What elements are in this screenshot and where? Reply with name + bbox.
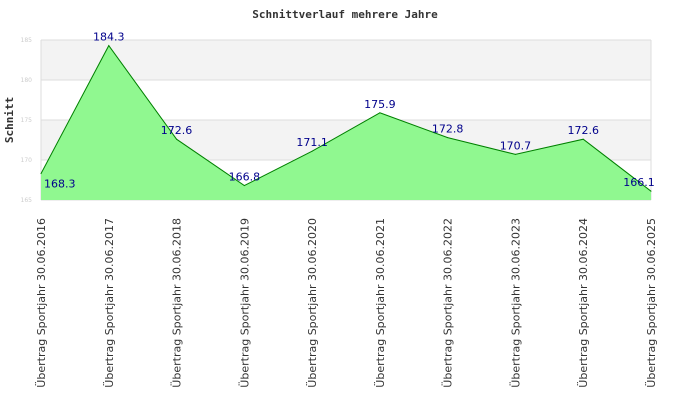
- x-tick-label: Übertrag Sportjahr 30.06.2016: [35, 218, 48, 388]
- area-fill: [41, 45, 651, 200]
- x-tick-label: Übertrag Sportjahr 30.06.2025: [645, 218, 658, 388]
- x-tick-label: Übertrag Sportjahr 30.06.2021: [374, 218, 387, 388]
- data-point: [40, 173, 42, 175]
- y-axis-label: Schnitt: [3, 97, 16, 143]
- x-tick-label: Übertrag Sportjahr 30.06.2022: [442, 218, 455, 388]
- series-line: [40, 44, 652, 192]
- y-tick-label: 165: [21, 197, 33, 204]
- x-tick-label: Übertrag Sportjahr 30.06.2018: [171, 218, 184, 388]
- y-tick-label: 170: [21, 157, 33, 164]
- data-point: [176, 138, 178, 140]
- data-point: [379, 112, 381, 114]
- data-point: [108, 45, 110, 47]
- x-tick-label: Übertrag Sportjahr 30.06.2024: [577, 218, 590, 388]
- data-point: [650, 190, 652, 192]
- x-tick-label: Übertrag Sportjahr 30.06.2020: [306, 218, 319, 388]
- data-label: 175.9: [364, 98, 396, 111]
- x-tick-label: Übertrag Sportjahr 30.06.2017: [103, 218, 116, 388]
- y-tick-label: 175: [21, 117, 33, 124]
- data-label: 172.6: [161, 124, 193, 137]
- data-label: 166.1: [623, 176, 655, 189]
- data-point: [582, 138, 584, 140]
- y-tick-label: 185: [21, 37, 33, 44]
- x-tick-label: Übertrag Sportjahr 30.06.2023: [509, 218, 522, 388]
- data-point: [243, 185, 245, 187]
- data-label: 171.1: [296, 136, 328, 149]
- data-label: 172.6: [567, 124, 599, 137]
- data-label: 168.3: [44, 178, 76, 191]
- data-label: 184.3: [93, 31, 125, 44]
- data-point: [514, 153, 516, 155]
- data-label: 170.7: [500, 139, 532, 152]
- data-point: [447, 137, 449, 139]
- grid-band: [41, 40, 651, 80]
- x-tick-label: Übertrag Sportjahr 30.06.2019: [238, 218, 251, 388]
- y-tick-label: 180: [21, 77, 33, 84]
- data-point: [311, 150, 313, 152]
- chart-title: Schnittverlauf mehrere Jahre: [252, 8, 438, 21]
- data-label: 172.8: [432, 123, 464, 136]
- data-label: 166.8: [229, 171, 261, 184]
